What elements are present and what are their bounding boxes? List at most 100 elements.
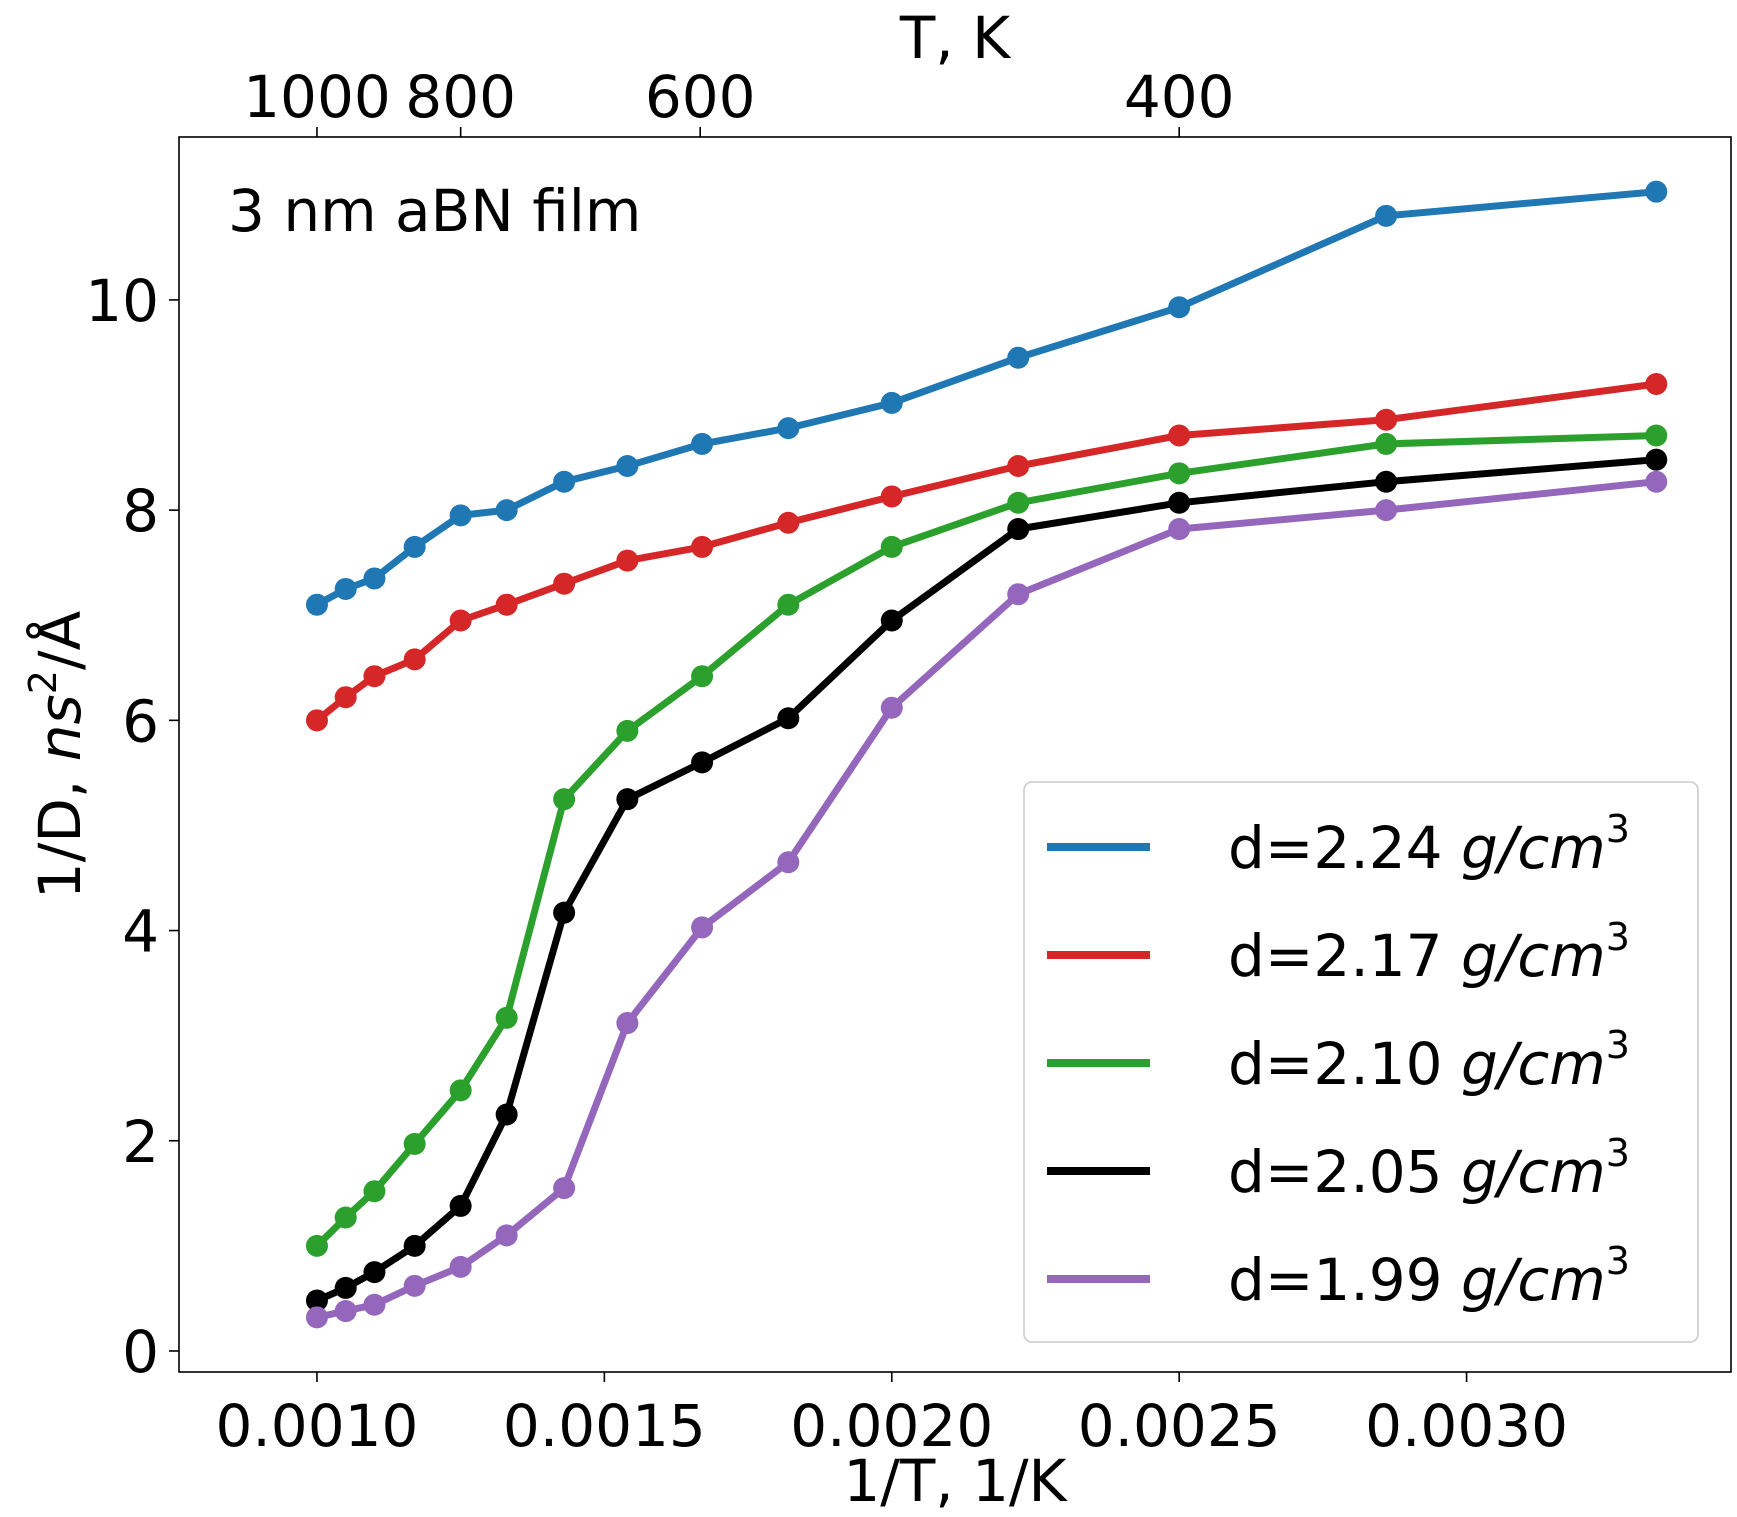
data-point [1645, 180, 1668, 203]
data-point [403, 1234, 426, 1257]
data-point [1007, 583, 1030, 606]
y-axis-title-sup: 2 [21, 670, 65, 694]
data-point [1375, 408, 1398, 431]
data-point [403, 1274, 426, 1297]
y-axis-title: 1/D, ns2/Å [21, 610, 94, 899]
y-tick-label: 10 [85, 267, 159, 335]
data-point [691, 916, 714, 939]
data-point [495, 1103, 518, 1126]
data-point [1168, 491, 1191, 514]
data-point [1168, 296, 1191, 319]
data-point [1168, 518, 1191, 541]
y-tick-label: 4 [122, 898, 159, 966]
data-point [777, 511, 800, 534]
legend-label: d=1.99 g/cm3 [1228, 1239, 1630, 1314]
data-point [616, 788, 639, 811]
data-point [363, 567, 386, 590]
y-axis-title-unit: ns [26, 694, 94, 761]
data-point [495, 1224, 518, 1247]
data-point [449, 1255, 472, 1278]
legend-label-sup: 3 [1606, 915, 1630, 959]
data-point [880, 391, 903, 414]
data-point [334, 686, 357, 709]
data-point [553, 470, 576, 493]
data-point [363, 1180, 386, 1203]
legend-label-unit: g/cm [1461, 1030, 1606, 1098]
legend-label-unit: g/cm [1461, 922, 1606, 990]
y-tick-label: 8 [122, 477, 159, 545]
data-point [616, 1012, 639, 1035]
y-tick-label: 6 [122, 687, 159, 755]
data-point [449, 1194, 472, 1217]
legend-label-sup: 3 [1606, 1131, 1630, 1175]
data-point [334, 1276, 357, 1299]
data-point [616, 549, 639, 572]
y-tick-label: 2 [122, 1108, 159, 1176]
legend-label: d=2.05 g/cm3 [1228, 1131, 1630, 1206]
data-point [449, 609, 472, 632]
data-point [880, 696, 903, 719]
legend-label: d=2.10 g/cm3 [1228, 1023, 1630, 1098]
y-tick-label: 0 [122, 1318, 159, 1386]
legend-label-sup: 3 [1606, 807, 1630, 851]
data-point [1645, 448, 1668, 471]
x-tick-label: 0.0010 [215, 1392, 418, 1460]
data-point [305, 709, 328, 732]
data-point [1645, 424, 1668, 447]
top-tick-label: 1000 [243, 63, 391, 131]
top-tick-label: 800 [405, 63, 516, 131]
data-point [305, 593, 328, 616]
data-point [880, 609, 903, 632]
top-axis-title: T, K [899, 4, 1012, 72]
data-point [691, 665, 714, 688]
data-point [495, 499, 518, 522]
data-point [691, 535, 714, 558]
data-point [553, 572, 576, 595]
data-point [334, 577, 357, 600]
data-point [1168, 424, 1191, 447]
data-point [1645, 373, 1668, 395]
top-tick-label: 600 [645, 63, 756, 131]
legend-label-value: d=2.17 [1228, 922, 1461, 990]
y-axis-ticks: 0 2 4 6 8 10 [85, 267, 179, 1386]
chart-annotation: 3 nm aBN film [228, 177, 641, 245]
data-point [1007, 491, 1030, 514]
data-point [553, 788, 576, 811]
data-point [1645, 470, 1668, 493]
data-point [449, 504, 472, 527]
data-point [334, 1206, 357, 1229]
data-point [334, 1300, 357, 1323]
legend-label: d=2.17 g/cm3 [1228, 915, 1630, 990]
data-point [1375, 470, 1398, 493]
data-point [495, 593, 518, 616]
top-axis-ticks: 1000 800 600 400 [243, 63, 1235, 137]
data-point [880, 485, 903, 508]
data-point [777, 851, 800, 874]
data-point [363, 1261, 386, 1284]
data-point [553, 901, 576, 924]
data-point [403, 535, 426, 558]
data-point [777, 593, 800, 616]
data-point [495, 1006, 518, 1029]
legend-box [1023, 781, 1699, 1343]
data-point [691, 432, 714, 455]
data-point [1007, 518, 1030, 541]
top-tick-label: 400 [1124, 63, 1235, 131]
legend-label-sup: 3 [1606, 1239, 1630, 1283]
x-axis-ticks: 0.0010 0.0015 0.0020 0.0025 0.0030 [215, 1372, 1568, 1460]
x-axis-title: 1/T, 1/K [843, 1447, 1068, 1515]
legend-label-value: d=1.99 [1228, 1246, 1461, 1314]
x-tick-label: 0.0020 [790, 1392, 993, 1460]
y-axis-title-suffix: /Å [25, 610, 94, 670]
legend-label-value: d=2.24 [1228, 814, 1461, 882]
legend-label-sup: 3 [1606, 1023, 1630, 1067]
data-point [403, 1132, 426, 1155]
data-point [777, 417, 800, 440]
data-point [305, 1234, 328, 1257]
data-point [449, 1079, 472, 1102]
data-point [1375, 432, 1398, 455]
data-point [363, 665, 386, 688]
data-point [553, 1177, 576, 1200]
data-point [691, 751, 714, 774]
